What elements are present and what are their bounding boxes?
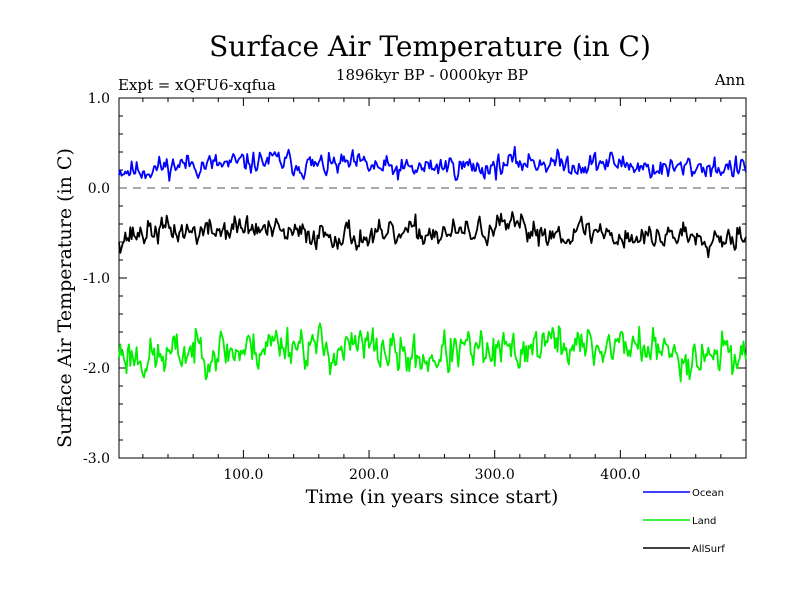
x-tick-label: 100.0 (223, 467, 263, 483)
series-layer (118, 145, 747, 383)
chart-subtitle: 1896kyr BP - 0000kyr BP (336, 66, 528, 84)
legend-label-allsurf: AllSurf (692, 544, 725, 555)
season-label: Ann (714, 71, 745, 89)
series-allsurf-line (118, 211, 747, 259)
legend-label-ocean: Ocean (692, 488, 724, 499)
x-tick-labels: 100.0 200.0 300.0 400.0 (223, 467, 640, 483)
y-tick-label: -3.0 (83, 451, 110, 467)
x-tick-label: 300.0 (475, 467, 515, 483)
y-tick-label: 1.0 (88, 91, 110, 107)
y-axis-label: Surface Air Temperature (in C) (54, 148, 76, 448)
x-tick-label: 400.0 (600, 467, 640, 483)
plot-frame (118, 97, 747, 459)
expt-label: Expt = xQFU6-xqfua (118, 76, 276, 94)
tick-marks (119, 97, 746, 459)
chart-title: Surface Air Temperature (in C) (209, 30, 651, 63)
y-tick-label: 0.0 (88, 181, 110, 197)
series-land-line (118, 322, 747, 383)
y-tick-label: -2.0 (83, 361, 110, 377)
legend: Ocean Land AllSurf (643, 488, 725, 555)
y-tick-label: -1.0 (83, 271, 110, 287)
x-axis-label: Time (in years since start) (306, 486, 559, 508)
legend-label-land: Land (692, 516, 716, 527)
y-tick-labels: 1.0 0.0 -1.0 -2.0 -3.0 (83, 91, 110, 467)
series-ocean-line (118, 145, 747, 182)
x-tick-label: 200.0 (349, 467, 389, 483)
